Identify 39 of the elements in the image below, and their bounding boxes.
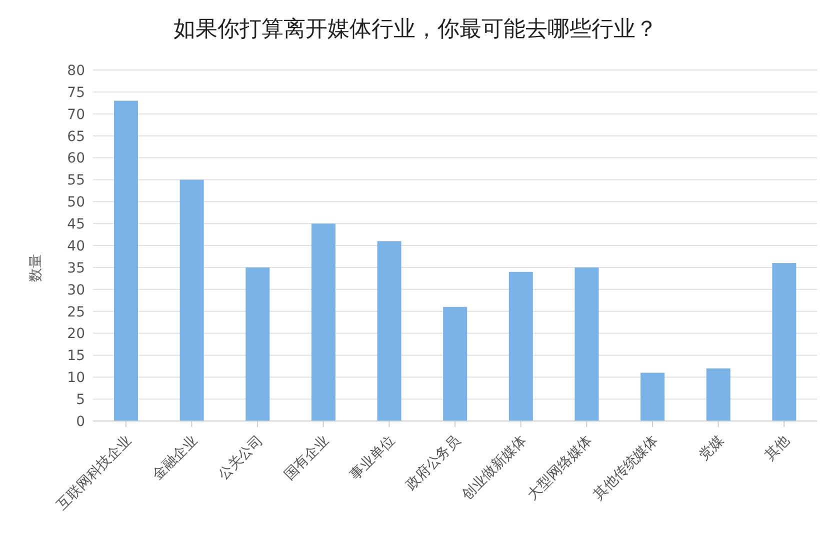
y-axis-title: 数量 — [27, 254, 45, 282]
bar — [508, 272, 533, 421]
y-tick-label: 10 — [67, 370, 85, 386]
y-tick-label: 65 — [67, 128, 85, 145]
x-tick-label: 公关公司 — [215, 432, 266, 484]
bar — [772, 263, 796, 421]
y-tick-label: 45 — [67, 216, 85, 233]
x-tick-label: 国有企业 — [281, 432, 332, 484]
bar — [377, 241, 402, 421]
bar — [574, 267, 599, 421]
x-tick-label: 党媒 — [696, 432, 728, 464]
y-tick-label: 20 — [67, 326, 85, 342]
y-tick-label: 50 — [67, 194, 85, 211]
bar — [640, 372, 665, 421]
y-tick-label: 75 — [67, 84, 85, 101]
x-tick-label: 金融企业 — [150, 432, 201, 484]
y-tick-label: 55 — [67, 172, 85, 189]
y-tick-label: 35 — [67, 260, 85, 276]
y-tick-label: 30 — [67, 282, 85, 298]
y-tick-label: 60 — [67, 150, 85, 167]
bar — [246, 267, 270, 421]
y-tick-label: 15 — [67, 348, 85, 364]
y-tick-label: 5 — [76, 392, 85, 408]
bar — [443, 306, 468, 421]
bar — [311, 224, 336, 421]
bar — [180, 180, 204, 421]
x-tick-label: 互联网科技企业 — [54, 432, 135, 514]
x-tick-label: 事业单位 — [347, 432, 398, 484]
y-tick-label: 70 — [67, 106, 85, 123]
y-tick-label: 25 — [67, 304, 85, 320]
bar — [114, 100, 138, 421]
y-tick-label: 0 — [76, 414, 85, 430]
y-tick-label: 80 — [67, 62, 85, 79]
x-tick-label: 其他 — [762, 432, 793, 464]
y-tick-label: 40 — [67, 238, 85, 254]
x-tick-label: 政府公务员 — [403, 432, 464, 494]
x-tick-label: 其他传统媒体 — [590, 432, 662, 504]
bar — [706, 368, 730, 421]
chart-title: 如果你打算离开媒体行业，你最可能去哪些行业？ — [172, 16, 658, 44]
